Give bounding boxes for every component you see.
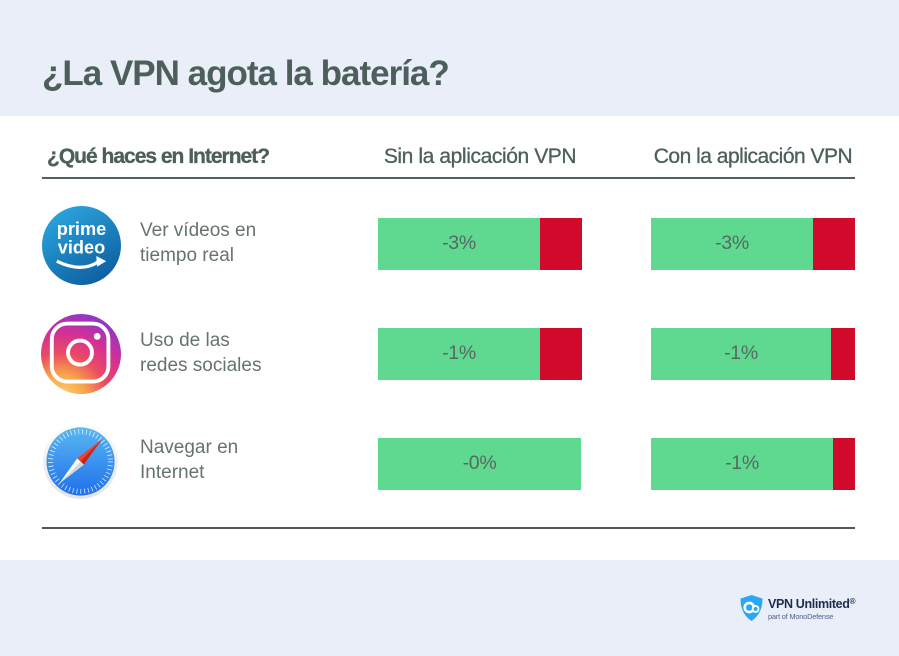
svg-text:prime: prime <box>57 219 107 239</box>
svg-text:video: video <box>58 237 106 257</box>
